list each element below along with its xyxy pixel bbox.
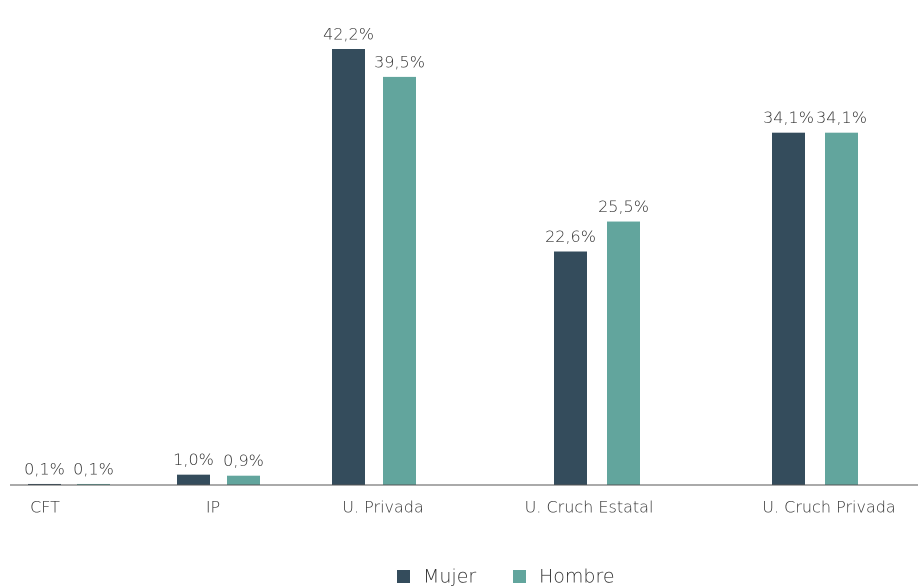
bar [332, 49, 365, 485]
bar [772, 132, 805, 486]
bar [177, 474, 210, 485]
data-label: 1,0% [173, 450, 214, 469]
bar [227, 475, 260, 485]
data-label: 22,6% [545, 227, 596, 246]
data-label: 0,1% [24, 459, 65, 478]
data-label: 39,5% [374, 52, 425, 71]
x-tick-label: U. Privada [342, 498, 424, 517]
bar [383, 76, 416, 485]
x-tick-label: CFT [30, 498, 60, 517]
data-label: 42,2% [323, 25, 374, 44]
bar [554, 251, 587, 485]
x-tick-label: U. Cruch Estatal [525, 498, 654, 517]
bar [825, 132, 858, 486]
legend-label: Mujer [423, 566, 476, 586]
data-label: 0,1% [73, 459, 114, 478]
legend-swatch [513, 570, 526, 583]
legend-swatch [397, 570, 410, 583]
legend-label: Hombre [539, 566, 615, 586]
data-label: 34,1% [763, 108, 814, 127]
data-label: 25,5% [598, 197, 649, 216]
bar [77, 483, 110, 485]
bar [28, 483, 61, 485]
bar [607, 221, 640, 485]
x-tick-label: U. Cruch Privada [762, 498, 895, 517]
data-label: 34,1% [816, 108, 867, 127]
x-tick-label: IP [206, 498, 220, 517]
data-label: 0,9% [223, 451, 264, 470]
